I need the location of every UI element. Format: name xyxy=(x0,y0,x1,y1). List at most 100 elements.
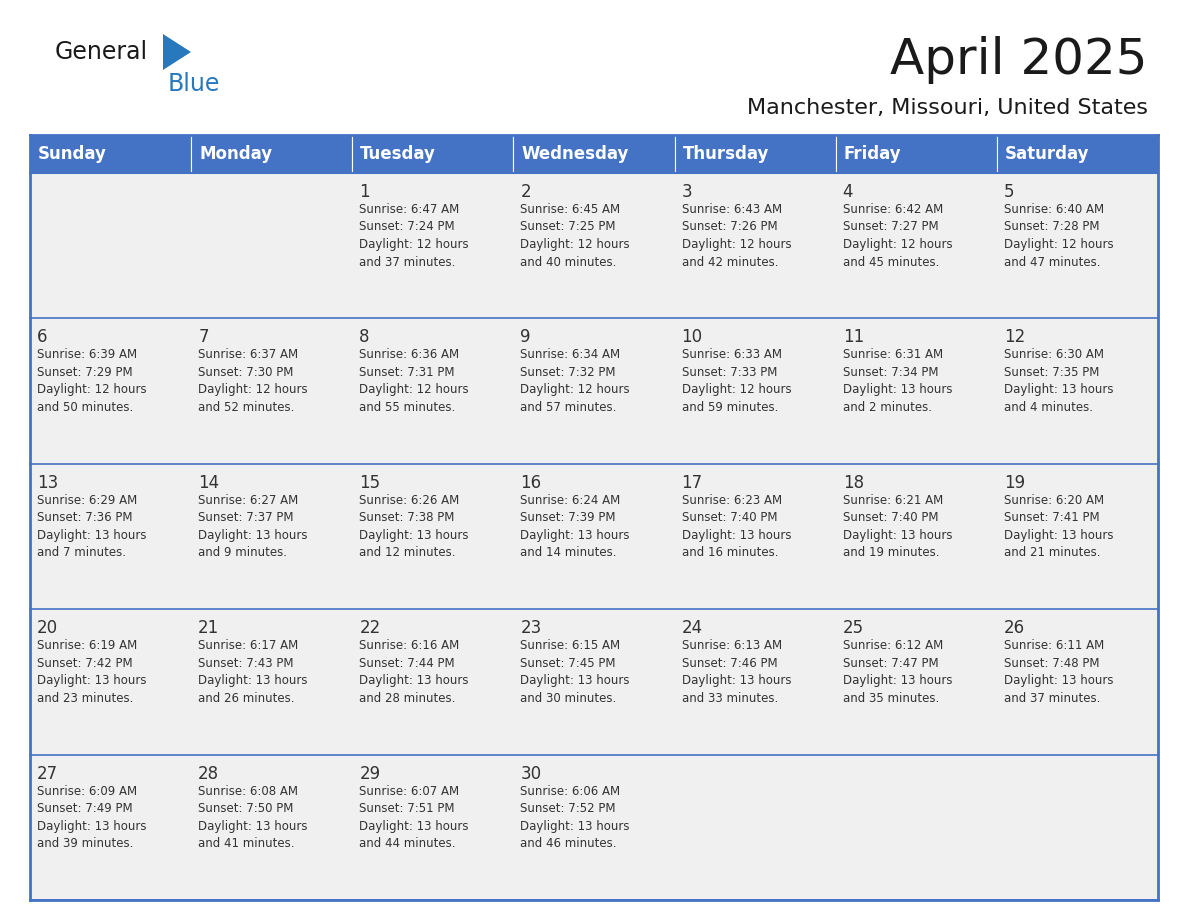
Text: Sunrise: 6:17 AM
Sunset: 7:43 PM
Daylight: 13 hours
and 26 minutes.: Sunrise: 6:17 AM Sunset: 7:43 PM Dayligh… xyxy=(198,639,308,705)
Text: Sunrise: 6:15 AM
Sunset: 7:45 PM
Daylight: 13 hours
and 30 minutes.: Sunrise: 6:15 AM Sunset: 7:45 PM Dayligh… xyxy=(520,639,630,705)
Bar xyxy=(513,319,675,464)
Bar xyxy=(675,173,835,319)
Text: Sunrise: 6:12 AM
Sunset: 7:47 PM
Daylight: 13 hours
and 35 minutes.: Sunrise: 6:12 AM Sunset: 7:47 PM Dayligh… xyxy=(842,639,953,705)
Text: 12: 12 xyxy=(1004,329,1025,346)
Text: Saturday: Saturday xyxy=(1005,145,1089,163)
Text: 27: 27 xyxy=(37,765,58,783)
Text: Sunrise: 6:13 AM
Sunset: 7:46 PM
Daylight: 13 hours
and 33 minutes.: Sunrise: 6:13 AM Sunset: 7:46 PM Dayligh… xyxy=(682,639,791,705)
Text: 23: 23 xyxy=(520,620,542,637)
Text: Sunrise: 6:36 AM
Sunset: 7:31 PM
Daylight: 12 hours
and 55 minutes.: Sunrise: 6:36 AM Sunset: 7:31 PM Dayligh… xyxy=(359,349,469,414)
Text: 21: 21 xyxy=(198,620,220,637)
Bar xyxy=(191,173,353,319)
Text: 2: 2 xyxy=(520,183,531,201)
Bar xyxy=(675,610,835,755)
Text: 13: 13 xyxy=(37,474,58,492)
Bar xyxy=(191,464,353,610)
Text: Sunrise: 6:21 AM
Sunset: 7:40 PM
Daylight: 13 hours
and 19 minutes.: Sunrise: 6:21 AM Sunset: 7:40 PM Dayligh… xyxy=(842,494,953,559)
Text: Sunrise: 6:20 AM
Sunset: 7:41 PM
Daylight: 13 hours
and 21 minutes.: Sunrise: 6:20 AM Sunset: 7:41 PM Dayligh… xyxy=(1004,494,1113,559)
Bar xyxy=(513,135,675,173)
Bar xyxy=(675,464,835,610)
Bar xyxy=(30,755,191,900)
Text: 14: 14 xyxy=(198,474,220,492)
Bar xyxy=(191,135,353,173)
Text: 24: 24 xyxy=(682,620,702,637)
Bar xyxy=(353,755,513,900)
Bar xyxy=(30,610,191,755)
Bar xyxy=(835,319,997,464)
Bar xyxy=(353,135,513,173)
Bar xyxy=(191,610,353,755)
Text: Sunrise: 6:37 AM
Sunset: 7:30 PM
Daylight: 12 hours
and 52 minutes.: Sunrise: 6:37 AM Sunset: 7:30 PM Dayligh… xyxy=(198,349,308,414)
Text: Sunrise: 6:26 AM
Sunset: 7:38 PM
Daylight: 13 hours
and 12 minutes.: Sunrise: 6:26 AM Sunset: 7:38 PM Dayligh… xyxy=(359,494,469,559)
Bar xyxy=(675,135,835,173)
Text: Tuesday: Tuesday xyxy=(360,145,436,163)
Text: 5: 5 xyxy=(1004,183,1015,201)
Text: Sunrise: 6:31 AM
Sunset: 7:34 PM
Daylight: 13 hours
and 2 minutes.: Sunrise: 6:31 AM Sunset: 7:34 PM Dayligh… xyxy=(842,349,953,414)
Text: Sunrise: 6:43 AM
Sunset: 7:26 PM
Daylight: 12 hours
and 42 minutes.: Sunrise: 6:43 AM Sunset: 7:26 PM Dayligh… xyxy=(682,203,791,268)
Bar xyxy=(835,135,997,173)
Bar xyxy=(191,319,353,464)
Text: Manchester, Missouri, United States: Manchester, Missouri, United States xyxy=(747,98,1148,118)
Text: Sunrise: 6:09 AM
Sunset: 7:49 PM
Daylight: 13 hours
and 39 minutes.: Sunrise: 6:09 AM Sunset: 7:49 PM Dayligh… xyxy=(37,785,146,850)
Text: Sunrise: 6:33 AM
Sunset: 7:33 PM
Daylight: 12 hours
and 59 minutes.: Sunrise: 6:33 AM Sunset: 7:33 PM Dayligh… xyxy=(682,349,791,414)
Text: April 2025: April 2025 xyxy=(891,36,1148,84)
Bar xyxy=(513,464,675,610)
Text: Monday: Monday xyxy=(200,145,272,163)
Bar xyxy=(353,319,513,464)
Text: 20: 20 xyxy=(37,620,58,637)
Text: Sunrise: 6:42 AM
Sunset: 7:27 PM
Daylight: 12 hours
and 45 minutes.: Sunrise: 6:42 AM Sunset: 7:27 PM Dayligh… xyxy=(842,203,953,268)
Bar xyxy=(30,464,191,610)
Text: 8: 8 xyxy=(359,329,369,346)
Text: 17: 17 xyxy=(682,474,702,492)
Text: Sunrise: 6:34 AM
Sunset: 7:32 PM
Daylight: 12 hours
and 57 minutes.: Sunrise: 6:34 AM Sunset: 7:32 PM Dayligh… xyxy=(520,349,630,414)
Text: 16: 16 xyxy=(520,474,542,492)
Text: Sunrise: 6:27 AM
Sunset: 7:37 PM
Daylight: 13 hours
and 9 minutes.: Sunrise: 6:27 AM Sunset: 7:37 PM Dayligh… xyxy=(198,494,308,559)
Bar xyxy=(997,173,1158,319)
Text: 15: 15 xyxy=(359,474,380,492)
Text: 11: 11 xyxy=(842,329,864,346)
Bar xyxy=(353,464,513,610)
Bar xyxy=(997,610,1158,755)
Text: 4: 4 xyxy=(842,183,853,201)
Text: Sunrise: 6:08 AM
Sunset: 7:50 PM
Daylight: 13 hours
and 41 minutes.: Sunrise: 6:08 AM Sunset: 7:50 PM Dayligh… xyxy=(198,785,308,850)
Text: Thursday: Thursday xyxy=(683,145,769,163)
Text: 25: 25 xyxy=(842,620,864,637)
Text: Sunrise: 6:40 AM
Sunset: 7:28 PM
Daylight: 12 hours
and 47 minutes.: Sunrise: 6:40 AM Sunset: 7:28 PM Dayligh… xyxy=(1004,203,1113,268)
Text: Sunrise: 6:30 AM
Sunset: 7:35 PM
Daylight: 13 hours
and 4 minutes.: Sunrise: 6:30 AM Sunset: 7:35 PM Dayligh… xyxy=(1004,349,1113,414)
Text: 9: 9 xyxy=(520,329,531,346)
Bar xyxy=(513,610,675,755)
Bar xyxy=(353,173,513,319)
Text: 30: 30 xyxy=(520,765,542,783)
Bar xyxy=(835,755,997,900)
Bar xyxy=(30,173,191,319)
Text: Sunrise: 6:06 AM
Sunset: 7:52 PM
Daylight: 13 hours
and 46 minutes.: Sunrise: 6:06 AM Sunset: 7:52 PM Dayligh… xyxy=(520,785,630,850)
Bar xyxy=(835,610,997,755)
Text: 19: 19 xyxy=(1004,474,1025,492)
Text: Sunrise: 6:16 AM
Sunset: 7:44 PM
Daylight: 13 hours
and 28 minutes.: Sunrise: 6:16 AM Sunset: 7:44 PM Dayligh… xyxy=(359,639,469,705)
Text: General: General xyxy=(55,40,148,64)
Bar xyxy=(835,464,997,610)
Text: Blue: Blue xyxy=(168,72,221,96)
Bar xyxy=(353,610,513,755)
Bar xyxy=(997,464,1158,610)
Bar xyxy=(997,755,1158,900)
Bar xyxy=(997,319,1158,464)
Text: 22: 22 xyxy=(359,620,380,637)
Text: 7: 7 xyxy=(198,329,209,346)
Text: Sunrise: 6:39 AM
Sunset: 7:29 PM
Daylight: 12 hours
and 50 minutes.: Sunrise: 6:39 AM Sunset: 7:29 PM Dayligh… xyxy=(37,349,146,414)
Text: 18: 18 xyxy=(842,474,864,492)
Text: Sunrise: 6:19 AM
Sunset: 7:42 PM
Daylight: 13 hours
and 23 minutes.: Sunrise: 6:19 AM Sunset: 7:42 PM Dayligh… xyxy=(37,639,146,705)
Bar xyxy=(30,319,191,464)
Polygon shape xyxy=(163,34,191,70)
Text: Sunrise: 6:07 AM
Sunset: 7:51 PM
Daylight: 13 hours
and 44 minutes.: Sunrise: 6:07 AM Sunset: 7:51 PM Dayligh… xyxy=(359,785,469,850)
Text: 1: 1 xyxy=(359,183,369,201)
Text: 29: 29 xyxy=(359,765,380,783)
Text: Sunrise: 6:23 AM
Sunset: 7:40 PM
Daylight: 13 hours
and 16 minutes.: Sunrise: 6:23 AM Sunset: 7:40 PM Dayligh… xyxy=(682,494,791,559)
Text: Sunrise: 6:45 AM
Sunset: 7:25 PM
Daylight: 12 hours
and 40 minutes.: Sunrise: 6:45 AM Sunset: 7:25 PM Dayligh… xyxy=(520,203,630,268)
Text: Sunday: Sunday xyxy=(38,145,107,163)
Text: Wednesday: Wednesday xyxy=(522,145,628,163)
Text: 6: 6 xyxy=(37,329,48,346)
Bar xyxy=(191,755,353,900)
Bar xyxy=(513,755,675,900)
Text: 28: 28 xyxy=(198,765,220,783)
